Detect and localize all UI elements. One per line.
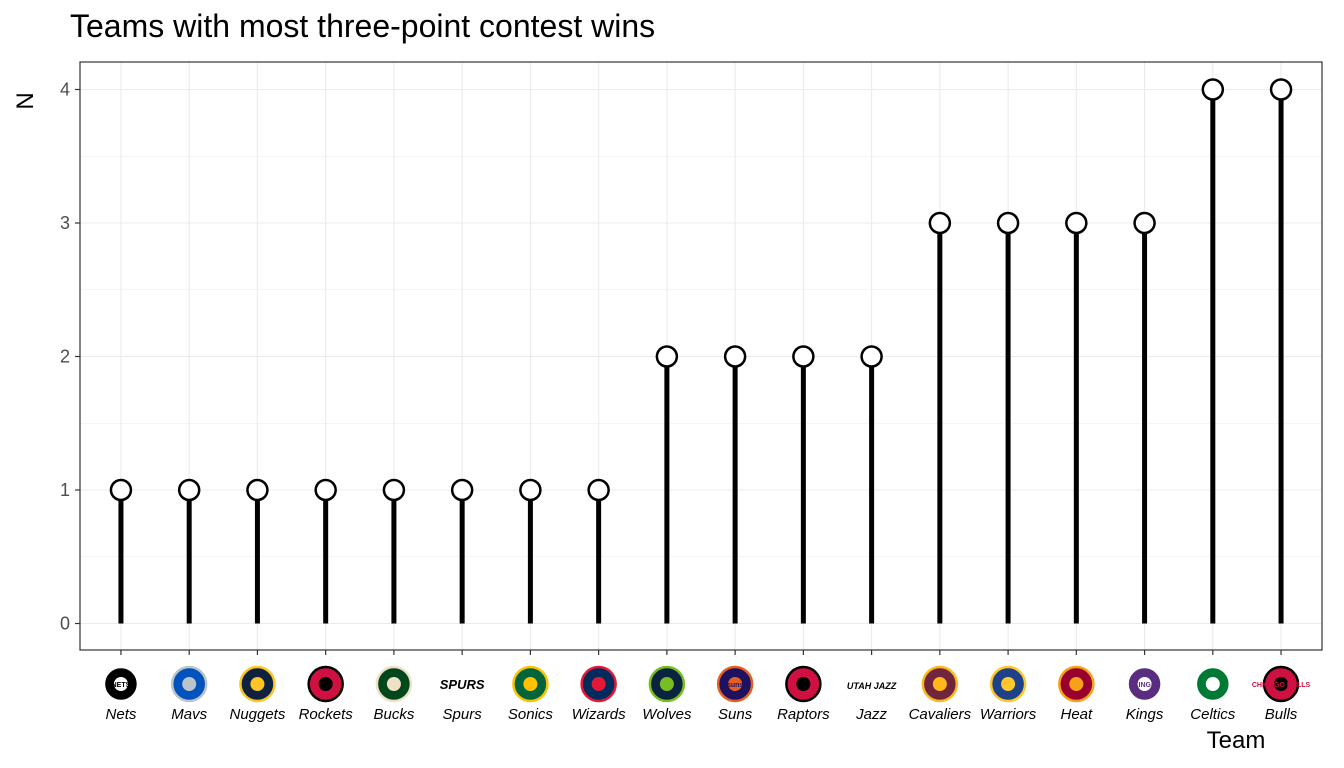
logo-wordmark: UTAH JAZZ — [847, 681, 897, 691]
jazz-logo-icon: UTAH JAZZ — [847, 681, 897, 691]
x-tick-label-celtics: Celtics — [1190, 706, 1236, 723]
y-axis: 0 1 2 3 4 — [60, 80, 80, 634]
wolves-logo-icon — [648, 665, 686, 703]
y-axis-title: N — [12, 92, 39, 109]
logo-center — [182, 677, 197, 691]
point-mavs — [177, 478, 201, 502]
logo-center — [728, 677, 743, 691]
stems — [118, 89, 1284, 624]
mavs-logo-icon — [170, 665, 208, 703]
x-tick-label-wolves: Wolves — [642, 706, 692, 723]
cavaliers-logo-icon — [921, 665, 959, 703]
x-tick-label-jazz: Jazz — [855, 706, 887, 723]
x-tick-label-suns: Suns — [718, 706, 753, 723]
celtics-logo-icon — [1194, 665, 1232, 703]
logo-wordmark: SPURS — [440, 677, 485, 692]
point-nets — [109, 478, 133, 502]
nets-logo-icon: NETS — [102, 665, 140, 703]
wizards-logo-icon — [580, 665, 617, 703]
bucks-logo-icon — [375, 665, 413, 703]
logo-center — [113, 677, 128, 691]
logo-center — [659, 677, 674, 691]
points — [109, 78, 1293, 502]
x-tick-label-heat: Heat — [1060, 706, 1093, 723]
x-tick-label-raptors: Raptors — [777, 706, 830, 723]
x-tick-label-spurs: Spurs — [443, 706, 483, 723]
logo-center — [250, 677, 265, 691]
logo-center — [318, 677, 333, 691]
chart-title: Teams with most three-point contest wins — [70, 8, 656, 44]
logo-center — [932, 677, 947, 691]
point-suns — [723, 345, 747, 368]
point-bulls — [1269, 78, 1293, 101]
logo-center — [386, 677, 401, 691]
point-celtics — [1201, 78, 1225, 101]
heat-logo-icon — [1058, 665, 1095, 703]
raptors-logo-icon — [785, 665, 822, 703]
y-tick-label: 3 — [60, 213, 70, 233]
x-tick-label-nuggets: Nuggets — [229, 706, 285, 723]
x-tick-label-rockets: Rockets — [299, 706, 354, 723]
rockets-logo-icon — [307, 665, 344, 703]
logo-center — [1274, 677, 1289, 691]
x-axis: NETS Nets Mavs Nuggets Rockets Bucks SPURS Spur… — [102, 650, 1311, 723]
x-tick-label-mavs: Mavs — [171, 706, 207, 723]
x-tick-label-sonics: Sonics — [508, 706, 554, 723]
logo-center — [1205, 677, 1220, 691]
point-bucks — [382, 478, 406, 502]
point-sonics — [519, 478, 542, 502]
point-kings — [1133, 211, 1156, 235]
spurs-logo-icon: SPURS — [440, 677, 485, 692]
x-tick-label-warriors: Warriors — [980, 706, 1037, 723]
point-rockets — [314, 478, 337, 502]
logo-center — [1001, 677, 1016, 691]
point-nuggets — [246, 478, 269, 502]
logo-center — [1069, 677, 1084, 691]
sonics-logo-icon — [512, 665, 549, 703]
logo-center — [591, 677, 606, 691]
grid-lines — [80, 62, 1322, 650]
logo-center — [1137, 677, 1152, 691]
bulls-logo-icon: CHICAGO BULLS — [1252, 665, 1311, 703]
point-spurs — [450, 478, 474, 502]
x-tick-label-kings: Kings — [1126, 706, 1164, 723]
suns-logo-icon: suns — [716, 665, 754, 703]
logo-wordmark: NETS — [112, 682, 131, 689]
y-tick-label: 0 — [60, 614, 70, 634]
x-tick-label-bulls: Bulls — [1265, 706, 1298, 723]
x-tick-label-bucks: Bucks — [373, 706, 414, 723]
x-axis-title: Team — [1207, 727, 1266, 754]
point-cavaliers — [928, 211, 952, 235]
logo-wordmark: suns — [727, 682, 743, 689]
nuggets-logo-icon — [239, 665, 276, 703]
logo-center — [796, 677, 811, 691]
warriors-logo-icon — [989, 665, 1027, 703]
kings-logo-icon: KINGS — [1126, 665, 1163, 703]
point-wolves — [655, 345, 679, 368]
point-jazz — [860, 345, 883, 368]
logo-wordmark: KINGS — [1133, 682, 1156, 689]
y-tick-label: 1 — [60, 480, 70, 500]
x-tick-label-cavaliers: Cavaliers — [909, 706, 972, 723]
point-raptors — [792, 345, 815, 368]
point-wizards — [587, 478, 610, 502]
point-heat — [1065, 211, 1088, 235]
point-warriors — [996, 211, 1020, 235]
logo-center — [523, 677, 538, 691]
y-tick-label: 4 — [60, 80, 70, 100]
x-tick-label-wizards: Wizards — [572, 706, 627, 723]
y-tick-label: 2 — [60, 347, 70, 367]
logo-wordmark: CHICAGO BULLS — [1252, 682, 1311, 689]
x-tick-label-nets: Nets — [106, 706, 137, 723]
